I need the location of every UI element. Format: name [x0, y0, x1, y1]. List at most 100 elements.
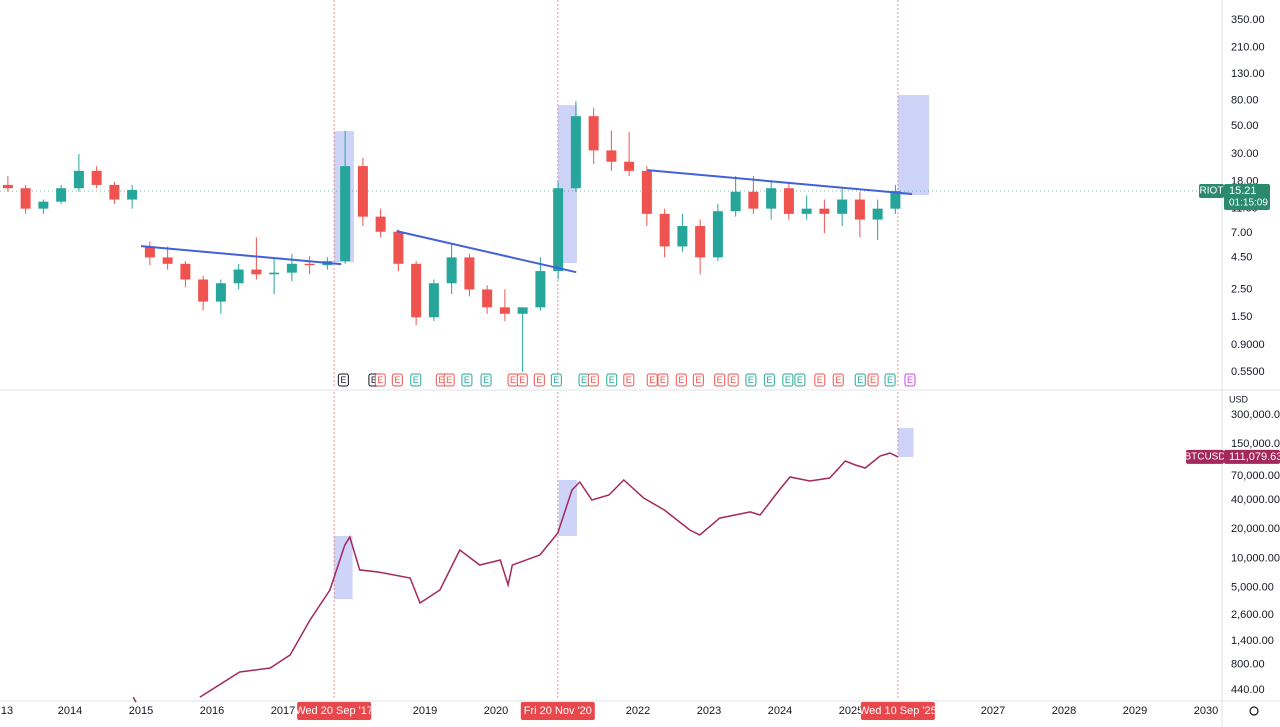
y-tick-label: 130.00: [1231, 68, 1265, 80]
earnings-event[interactable]: E: [692, 373, 704, 387]
y-tick-label: 30.00: [1231, 148, 1259, 160]
candle-body: [464, 257, 475, 290]
earnings-event[interactable]: E: [550, 373, 562, 387]
event-box: [884, 373, 896, 387]
y-tick-label: 40,000.00: [1231, 494, 1280, 506]
earnings-event[interactable]: E: [867, 373, 879, 387]
earnings-event[interactable]: E: [657, 373, 669, 387]
x-tick-label: 2024: [768, 705, 792, 717]
x-tick-label: 2022: [626, 705, 650, 717]
event-label: E: [730, 375, 736, 385]
candle-body: [535, 271, 546, 308]
candle-body: [837, 199, 848, 214]
candle-body: [109, 184, 120, 200]
event-label: E: [413, 375, 419, 385]
earnings-event[interactable]: E: [727, 373, 739, 387]
y-tick-label: 1.50: [1231, 311, 1252, 323]
layer: [0, 0, 1222, 700]
earnings-event[interactable]: E: [480, 373, 492, 387]
earnings-event[interactable]: E: [794, 373, 806, 387]
earnings-event[interactable]: E: [714, 373, 726, 387]
event-label: E: [907, 375, 913, 385]
event-box: [533, 373, 545, 387]
event-label: E: [857, 375, 863, 385]
y-tick-label: 1,400.00: [1231, 635, 1274, 647]
earnings-event[interactable]: E: [623, 373, 635, 387]
event-label: E: [581, 375, 587, 385]
earnings-event[interactable]: E: [646, 373, 658, 387]
event-box: [727, 373, 739, 387]
event-label: E: [438, 375, 444, 385]
event-box: [480, 373, 492, 387]
event-box: [763, 373, 775, 387]
candle-body: [233, 269, 244, 284]
symbol-tag: [1186, 449, 1224, 464]
event-label: E: [887, 375, 893, 385]
symbol-label: RIOT: [1200, 186, 1224, 197]
event-label: E: [510, 375, 516, 385]
event-label: E: [817, 375, 823, 385]
layer: 350.00210.00130.0080.0050.0030.0018.0011…: [1, 14, 1280, 720]
y-tick-label: 20,000.00: [1231, 523, 1280, 535]
candle-body: [251, 269, 262, 275]
earnings-event[interactable]: E: [443, 373, 455, 387]
earnings-event[interactable]: E: [578, 373, 590, 387]
candle-body: [677, 226, 688, 247]
y-tick-label: 800.00: [1231, 659, 1265, 671]
x-tick-label: 2028: [1052, 705, 1076, 717]
earnings-event[interactable]: E: [507, 373, 519, 387]
event-box: [461, 373, 473, 387]
candle-body: [553, 188, 564, 272]
trend-line: [140, 245, 342, 266]
earnings-event[interactable]: E: [587, 373, 599, 387]
earnings-event[interactable]: E: [391, 373, 403, 387]
candle-body: [730, 191, 741, 212]
time-marker-tag: [520, 702, 595, 720]
earnings-event[interactable]: E: [374, 373, 386, 387]
earnings-event[interactable]: E: [884, 373, 896, 387]
event-label: E: [695, 375, 701, 385]
event-label: E: [609, 375, 615, 385]
earnings-event[interactable]: E: [745, 373, 757, 387]
earnings-event[interactable]: E: [904, 373, 916, 387]
earnings-event[interactable]: E: [337, 373, 349, 387]
y-tick-label: 4.50: [1231, 251, 1252, 263]
earnings-event[interactable]: E: [763, 373, 775, 387]
settings-icon[interactable]: [1249, 706, 1259, 716]
candle-body: [783, 188, 794, 214]
earnings-event[interactable]: E: [461, 373, 473, 387]
earnings-event[interactable]: E: [410, 373, 422, 387]
earnings-event[interactable]: E: [782, 373, 794, 387]
earnings-event[interactable]: E: [814, 373, 826, 387]
currency-label[interactable]: USD: [1229, 394, 1249, 404]
candle-body: [872, 208, 883, 220]
event-box: [714, 373, 726, 387]
earnings-event[interactable]: E: [854, 373, 866, 387]
earnings-event[interactable]: E: [832, 373, 844, 387]
x-tick-label: 2014: [58, 705, 82, 717]
event-box: [374, 373, 386, 387]
symbol-tag: [1199, 183, 1224, 198]
x-tick-label: 2017: [271, 705, 295, 717]
event-box: [745, 373, 757, 387]
candle-body: [375, 216, 386, 232]
event-label: E: [377, 375, 383, 385]
event-box: [391, 373, 403, 387]
y-tick-label: 80.00: [1231, 94, 1259, 106]
candle-body: [340, 166, 351, 262]
range-box: [897, 95, 930, 196]
candle-body: [712, 211, 723, 258]
event-box: [516, 373, 528, 387]
earnings-event[interactable]: E: [606, 373, 618, 387]
candle-body: [180, 263, 191, 280]
earnings-event[interactable]: E: [516, 373, 528, 387]
event-box: [867, 373, 879, 387]
candle-body: [357, 166, 368, 217]
event-label: E: [748, 375, 754, 385]
event-box: [814, 373, 826, 387]
earnings-event[interactable]: E: [675, 373, 687, 387]
event-box: [782, 373, 794, 387]
earnings-event[interactable]: E: [533, 373, 545, 387]
